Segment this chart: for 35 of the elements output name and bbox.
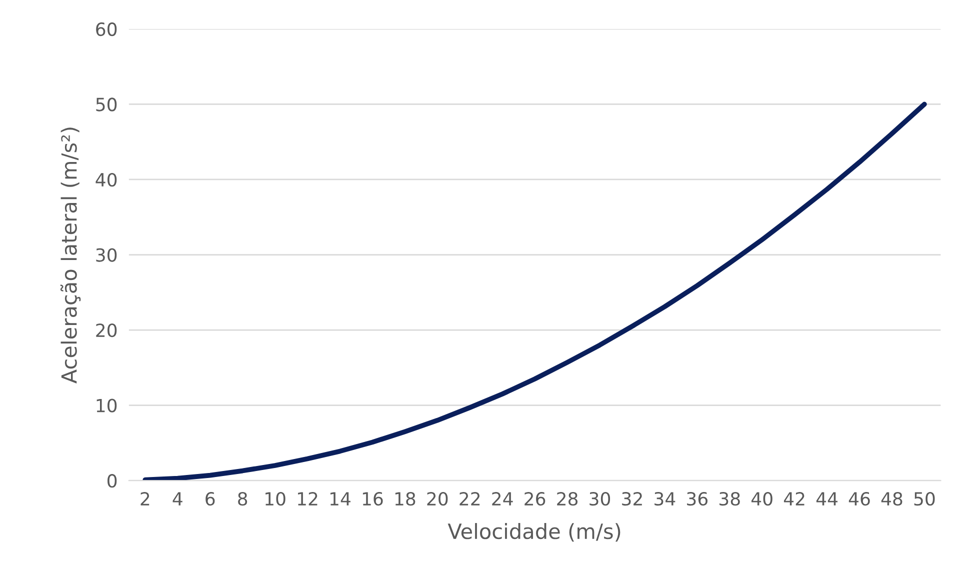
x-tick-label: 32 bbox=[622, 492, 642, 506]
x-tick-label: 24 bbox=[492, 492, 513, 506]
x-tick-label: 6 bbox=[206, 492, 215, 506]
y-tick-label: 20 bbox=[96, 323, 117, 338]
x-tick-label: 44 bbox=[816, 492, 838, 506]
x-tick-label: 8 bbox=[238, 492, 248, 506]
y-tick-label: 10 bbox=[96, 398, 117, 412]
x-tick-label: 16 bbox=[362, 492, 383, 506]
x-tick-label: 22 bbox=[460, 492, 480, 506]
x-tick-label: 10 bbox=[266, 492, 286, 506]
x-tick-label: 26 bbox=[524, 492, 546, 506]
x-tick-label: 40 bbox=[751, 492, 772, 506]
x-tick-label: 48 bbox=[881, 492, 902, 506]
x-tick-label: 50 bbox=[914, 492, 935, 506]
y-axis-title: Aceleração lateral (m/s²) bbox=[60, 128, 81, 384]
x-tick-label: 18 bbox=[395, 492, 416, 506]
y-tick-label: 40 bbox=[96, 172, 117, 187]
x-tick-label: 38 bbox=[720, 492, 740, 506]
x-tick-label: 30 bbox=[590, 492, 610, 506]
x-tick-label: 14 bbox=[330, 492, 350, 506]
x-tick-label: 12 bbox=[298, 492, 318, 506]
x-tick-label: 4 bbox=[172, 492, 182, 506]
x-axis-title: Velocidade (m/s) bbox=[448, 523, 620, 542]
y-tick-label: 30 bbox=[96, 248, 117, 262]
x-tick-label: 42 bbox=[784, 492, 804, 506]
y-tick-label: 0 bbox=[108, 474, 117, 488]
x-tick-label: 28 bbox=[557, 492, 578, 506]
x-tick-label: 46 bbox=[848, 492, 870, 506]
line-series bbox=[142, 102, 927, 481]
y-tick-label: 60 bbox=[96, 22, 117, 36]
x-tick-label: 20 bbox=[427, 492, 448, 506]
y-tick-label: 50 bbox=[96, 98, 117, 112]
x-tick-label: 34 bbox=[654, 492, 676, 506]
x-tick-label: 2 bbox=[140, 492, 150, 506]
x-tick-label: 36 bbox=[687, 492, 708, 506]
